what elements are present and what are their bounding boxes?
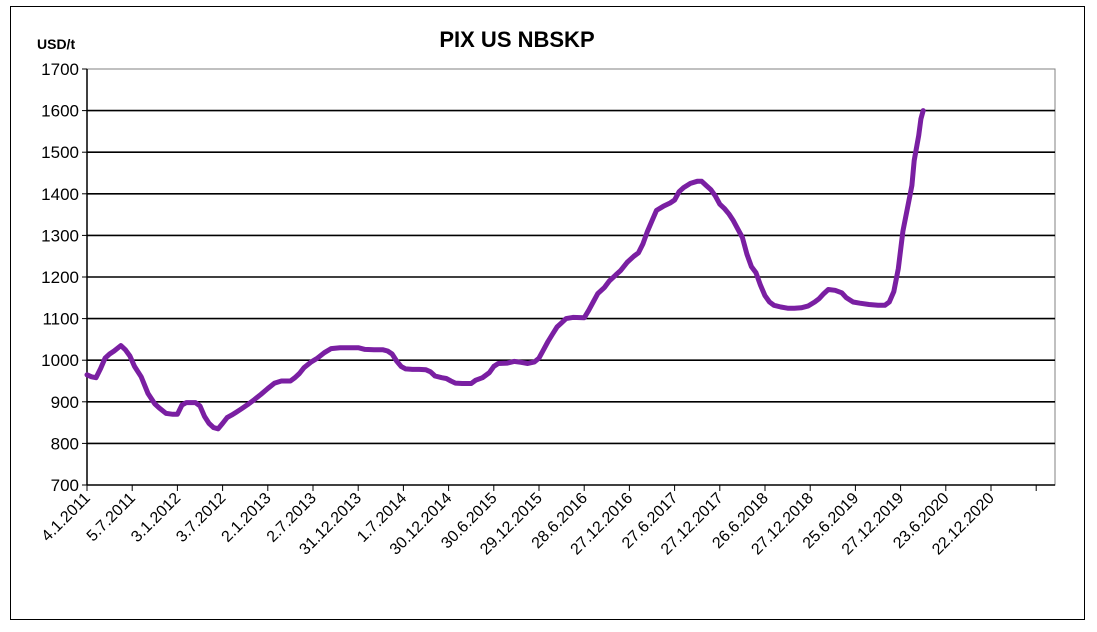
chart-svg: PIX US NBSKP USD/t 700 800 900 1000 1100 1200… — [37, 27, 1056, 558]
x-axis: 4.1.20115.7.20113.1.20123.7.20122.1.2013… — [39, 484, 1055, 558]
y-tick-label: 1200 — [41, 268, 79, 287]
y-tick-label: 1000 — [41, 351, 79, 370]
y-tick-label: 1300 — [41, 226, 79, 245]
y-tick-label: 1500 — [41, 143, 79, 162]
unit-label: USD/t — [37, 36, 75, 52]
y-tick-label: 1400 — [41, 185, 79, 204]
series-line-0 — [84, 108, 926, 432]
series-layer — [84, 108, 926, 432]
y-tick-label: 700 — [51, 476, 79, 495]
y-tick-label: 1700 — [41, 60, 79, 79]
y-tick-label: 1600 — [41, 102, 79, 121]
chart-title: PIX US NBSKP — [439, 27, 594, 52]
y-axis: 700 800 900 1000 1100 1200 1300 1400 1500 1600 170… — [41, 60, 88, 495]
x-tick-label: 4.1.2011 — [39, 490, 94, 545]
chart-frame: PIX US NBSKP USD/t 700 800 900 1000 1100 1200… — [10, 6, 1085, 620]
y-tick-label: 900 — [51, 393, 79, 412]
y-tick-label: 1100 — [42, 310, 79, 329]
y-tick-label: 800 — [51, 434, 79, 453]
